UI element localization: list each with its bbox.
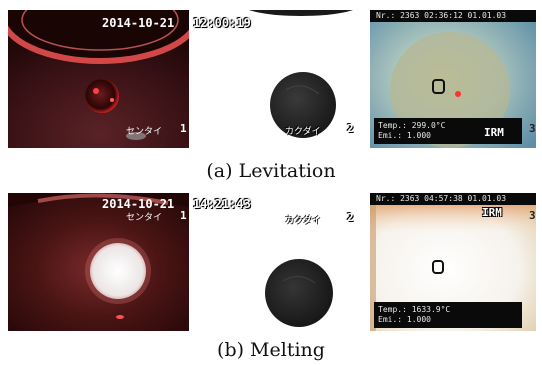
melting-pyrometer-image — [370, 193, 536, 331]
pyrometer-mode: IRM — [484, 126, 504, 139]
melting-camera-1-image — [8, 193, 189, 331]
camera-2-index: 2 — [347, 122, 354, 135]
camera-2-timestamp: 12:00:19 — [193, 16, 251, 30]
camera-2-timestamp: 14:21:43 — [193, 197, 251, 211]
camera-1-timestamp: 2014-10-21 — [102, 16, 175, 30]
camera-1-label: センタイ — [126, 213, 163, 223]
pyrometer-header: Nr.: 2363 02:36:12 01.01.03 — [376, 11, 507, 20]
camera-1-index: 1 — [180, 122, 187, 135]
levitation-pyrometer-panel: Nr.: 2363 02:36:12 01.01.03 Temp.: 299.0… — [370, 10, 536, 148]
camera-2-label: カクダイ — [285, 127, 321, 137]
levitation-camera-1-image — [8, 10, 189, 148]
melting-camera-1-panel: 2014-10-21 センタイ 1 — [8, 193, 189, 331]
pyrometer-header: Nr.: 2363 04:57:38 01.01.03 — [376, 194, 507, 203]
pyrometer-edge-index: 3 — [529, 209, 536, 222]
pyrometer-emissivity: Emi.: 1.000 — [378, 131, 431, 140]
levitation-camera-2-panel: 12:00:19 カクダイ 2 — [191, 10, 367, 148]
caption-levitation: (a) Levitation — [206, 160, 336, 182]
melting-camera-2-panel: 14:21:43 カクダイ 2 — [191, 193, 367, 331]
melting-pyrometer-panel: Nr.: 2363 04:57:38 01.01.03 IRM 3 Temp.:… — [370, 193, 536, 331]
camera-2-label: カクダイ — [285, 216, 321, 226]
pyrometer-temperature: Temp.: 299.0°C — [378, 121, 446, 130]
levitation-camera-1-panel: 2014-10-21 センタイ 1 — [8, 10, 189, 148]
pyrometer-mode: IRM — [482, 206, 502, 219]
pyrometer-edge-index: 3 — [529, 122, 536, 135]
pyrometer-temperature: Temp.: 1633.9°C — [378, 305, 451, 314]
caption-melting: (b) Melting — [217, 339, 325, 361]
camera-1-label: センタイ — [126, 127, 163, 137]
levitation-camera-2-image — [191, 10, 367, 148]
camera-1-timestamp: 2014-10-21 — [102, 197, 175, 211]
camera-2-index: 2 — [347, 211, 354, 224]
camera-1-index: 1 — [180, 209, 187, 222]
pyrometer-emissivity: Emi.: 1.000 — [378, 315, 431, 324]
levitation-pyrometer-image — [370, 10, 536, 148]
melting-camera-2-image — [191, 193, 367, 331]
